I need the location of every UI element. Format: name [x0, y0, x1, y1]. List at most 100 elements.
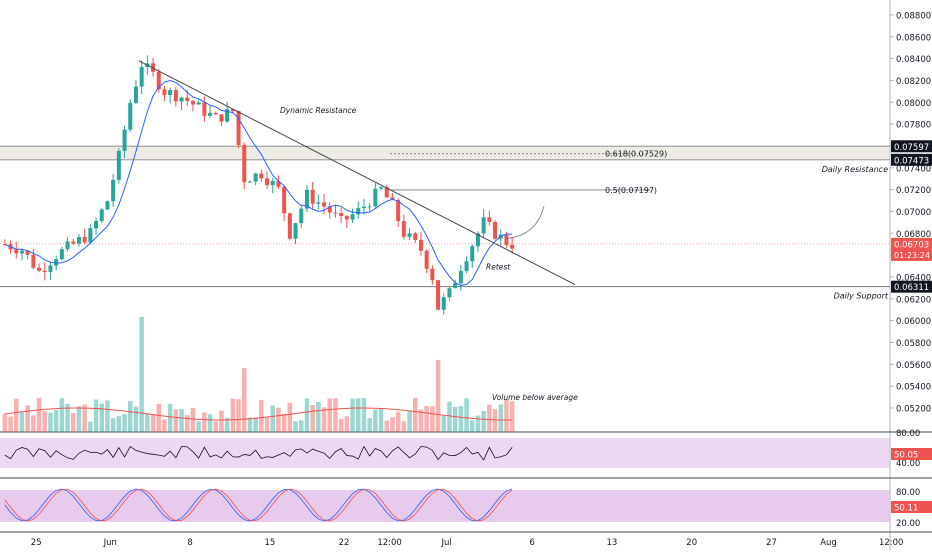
volume-bar: [407, 411, 412, 432]
candle-body: [475, 233, 480, 247]
daily-resistance-bottom-badge-text: 0.07473: [894, 156, 929, 166]
price-tick-label: 0.08600: [896, 33, 931, 43]
volume-bar: [253, 417, 258, 432]
volume-bar: [259, 399, 264, 432]
candle-body: [418, 239, 423, 251]
candle-body: [208, 112, 213, 116]
volume-bar: [42, 411, 47, 432]
volume-bar: [2, 413, 8, 432]
candle-body: [287, 213, 292, 239]
current-price-badge: [891, 237, 932, 261]
candle-body: [322, 202, 327, 207]
volume-bar: [122, 414, 127, 432]
volume-bar: [213, 421, 218, 432]
volume-bar: [276, 407, 281, 432]
price-tick-label: 0.07200: [896, 186, 931, 196]
candle-body: [253, 173, 258, 182]
stoch-value-badge: [891, 501, 932, 513]
candle-body: [105, 201, 110, 210]
candle-body: [156, 71, 161, 90]
candle-body: [225, 109, 230, 122]
volume-bar: [293, 421, 298, 432]
candle-body: [493, 221, 498, 239]
candle-body: [481, 217, 486, 234]
volume-bar: [509, 401, 515, 432]
volume-bar: [344, 416, 350, 432]
volume-bar: [19, 412, 25, 432]
candle-body: [339, 213, 344, 216]
price-tick-label: 0.06200: [896, 295, 931, 305]
volume-bar: [327, 398, 332, 432]
candle-body: [48, 265, 53, 272]
candle-body: [299, 208, 304, 224]
volume-bar: [498, 404, 503, 432]
volume-bar: [487, 404, 492, 432]
candle-body: [190, 101, 195, 105]
price-tick-label: 0.06800: [896, 230, 931, 240]
volume-bar: [207, 414, 213, 432]
rsi-value-badge: [891, 448, 932, 460]
price-tick-label: 0.08000: [896, 99, 931, 109]
candle-body: [401, 221, 406, 237]
volume-bar: [504, 399, 509, 432]
candle-body: [111, 179, 116, 202]
price-tick-label: 0.08200: [896, 77, 931, 87]
volume-bar: [93, 399, 99, 432]
candle-body: [65, 241, 70, 250]
volume-bar: [82, 404, 87, 432]
candle-body: [14, 249, 19, 254]
candle-body: [487, 217, 492, 222]
volume-bar: [71, 412, 76, 432]
volume-bar: [281, 413, 287, 432]
candle-body: [270, 181, 275, 186]
candle-body: [76, 236, 81, 244]
candle-body: [407, 233, 412, 237]
candle-body: [265, 178, 270, 186]
volume-bar: [48, 412, 53, 432]
volume-bar: [116, 416, 122, 432]
dynamic-resistance-trendline: [138, 60, 576, 286]
candle-body: [430, 268, 435, 281]
rsi-level-low: 40.00: [896, 459, 920, 469]
candle-body: [310, 189, 315, 204]
volume-bar: [441, 416, 446, 432]
candle-body: [424, 250, 429, 269]
volume-bar: [247, 417, 253, 432]
volume-bar: [470, 420, 475, 432]
rsi-line: [4, 445, 513, 461]
stoch-k-line: [4, 488, 513, 522]
candle-body: [436, 280, 441, 310]
price-tick-label: 0.06000: [896, 317, 931, 327]
candle-body: [196, 102, 201, 105]
candle-body: [396, 199, 401, 222]
volume-bar: [88, 421, 93, 432]
volume-bar: [156, 403, 161, 432]
volume-bar: [430, 406, 435, 432]
rsi-value-text: 50.05: [894, 451, 918, 461]
volume-bar: [139, 316, 144, 432]
volume-bar: [145, 413, 150, 432]
volume-bar: [481, 411, 486, 432]
time-tick-label: 6: [529, 538, 534, 548]
volume-bar: [59, 398, 65, 432]
candle-body: [168, 90, 173, 96]
candle-body: [316, 202, 321, 204]
daily-resistance-bottom-label: Daily Resistance: [822, 165, 888, 174]
candle-body: [504, 234, 509, 245]
volume-bar: [53, 409, 59, 432]
candle-body: [367, 206, 372, 208]
volume-bar: [173, 409, 179, 432]
volume-bar: [128, 401, 133, 432]
candle-body: [247, 181, 252, 183]
time-tick-label: 13: [606, 538, 617, 548]
volume-bar: [378, 408, 384, 432]
volume-bar: [230, 398, 236, 432]
volume-bar: [338, 419, 344, 432]
stoch-level-low: 20.00: [896, 519, 920, 529]
volume-bar: [475, 415, 481, 432]
volume-bar: [99, 403, 104, 432]
time-tick-label: 20: [686, 538, 697, 548]
price-tick-label: 0.08800: [896, 11, 931, 21]
daily-support-label: Daily Support: [834, 292, 889, 301]
